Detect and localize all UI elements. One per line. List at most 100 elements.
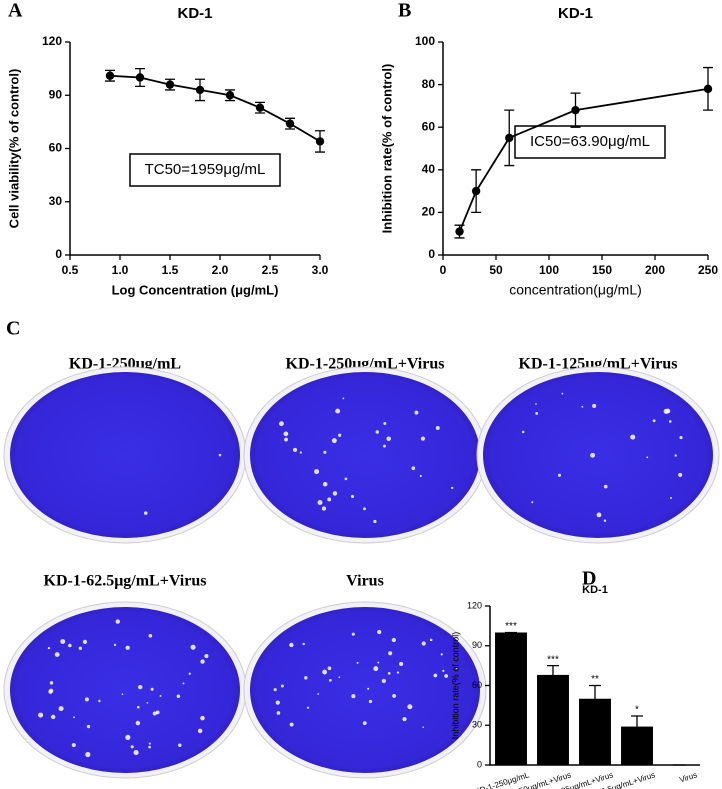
plaque — [375, 430, 379, 434]
plaque — [38, 712, 44, 718]
plaque — [317, 693, 320, 695]
plaque — [590, 452, 596, 458]
plaque — [292, 447, 298, 452]
plaque — [304, 676, 308, 680]
point — [315, 137, 325, 146]
plaque — [152, 711, 157, 716]
plaque — [419, 474, 422, 478]
plaque — [535, 403, 537, 405]
plaque — [421, 641, 426, 646]
significance: *** — [505, 621, 517, 632]
plaque — [302, 642, 305, 646]
y-tick-label: 20 — [422, 205, 436, 219]
plaque — [396, 671, 400, 674]
plaque — [367, 687, 370, 690]
plate-label: KD-1-250μg/mL — [69, 356, 181, 373]
x-tick-label: 0 — [440, 263, 447, 277]
plaque — [125, 734, 131, 740]
plaque — [317, 500, 323, 505]
plaque — [54, 652, 60, 657]
plaque — [392, 693, 397, 698]
plaque — [377, 661, 380, 664]
bar — [537, 674, 569, 765]
y-axis-label: Inhibition rate(% of control) — [450, 632, 460, 740]
plaque — [332, 491, 338, 496]
plaque — [603, 519, 607, 522]
y-tick-label: 30 — [472, 720, 482, 730]
plaque — [197, 728, 203, 734]
plaque — [388, 651, 393, 656]
annotation: IC50=63.90μg/mL — [530, 133, 650, 150]
point — [285, 119, 295, 128]
plaque — [143, 511, 148, 515]
point — [455, 227, 464, 236]
plaque — [50, 714, 56, 720]
plaque — [581, 405, 584, 408]
plaque — [535, 411, 539, 415]
plaque — [280, 684, 284, 688]
y-tick-label: 90 — [472, 640, 482, 650]
plate — [10, 372, 240, 538]
plaque — [381, 678, 386, 684]
plate-label: KD-1-62.5μg/mL+Virus — [44, 573, 207, 590]
panel-label: C — [6, 318, 20, 340]
plaque — [362, 721, 367, 726]
plaque — [148, 742, 151, 745]
plaque — [273, 688, 277, 692]
plaque — [521, 430, 525, 434]
plaque — [663, 408, 669, 414]
plaque — [200, 659, 205, 664]
x-tick-label: 1.5 — [162, 263, 179, 277]
x-tick-label: 2.5 — [262, 263, 279, 277]
plaque — [275, 700, 280, 705]
y-tick-label: 60 — [49, 141, 63, 155]
significance: * — [635, 705, 639, 716]
plate-label: KD-1-125μg/mL+Virus — [519, 356, 678, 373]
x-tick-label: 200 — [645, 263, 665, 277]
plaque — [138, 684, 143, 690]
plaque — [679, 436, 683, 440]
plaque — [73, 716, 75, 719]
plaque — [646, 456, 649, 459]
plaque — [373, 519, 377, 524]
significance: ** — [591, 674, 599, 685]
plaque — [135, 720, 141, 726]
plate — [250, 607, 480, 773]
plaque — [335, 408, 341, 414]
x-tick-label: Virus — [678, 770, 698, 784]
plaque — [125, 645, 130, 650]
x-tick-label: 0.5 — [62, 263, 79, 277]
plaque — [327, 497, 332, 502]
point — [505, 133, 514, 143]
plaque — [669, 496, 673, 500]
y-tick-label: 30 — [49, 194, 63, 208]
plaque — [204, 654, 209, 659]
plaque — [592, 403, 597, 409]
x-tick-label: 2.0 — [212, 263, 229, 277]
plaque — [190, 644, 196, 650]
y-tick-label: 0 — [55, 247, 62, 261]
plaque — [82, 639, 88, 645]
plaque — [422, 726, 425, 729]
annotation: TC50=1959μg/mL — [145, 161, 266, 178]
plaque — [148, 633, 153, 638]
plaque — [136, 705, 140, 709]
plaque — [49, 681, 54, 685]
x-tick-label: 3.0 — [312, 263, 329, 277]
panel-label: B — [398, 0, 411, 22]
point — [225, 91, 235, 100]
plate — [250, 372, 480, 538]
plaque — [442, 669, 445, 673]
plaque — [414, 410, 419, 415]
plaque — [130, 745, 134, 749]
plaque — [71, 742, 76, 748]
plaque — [668, 420, 672, 423]
plaque — [350, 494, 355, 499]
plaque — [278, 421, 284, 427]
plaque — [557, 473, 562, 477]
plaque — [356, 661, 359, 664]
point — [195, 85, 205, 95]
plaque — [284, 437, 288, 442]
line — [458, 87, 709, 232]
